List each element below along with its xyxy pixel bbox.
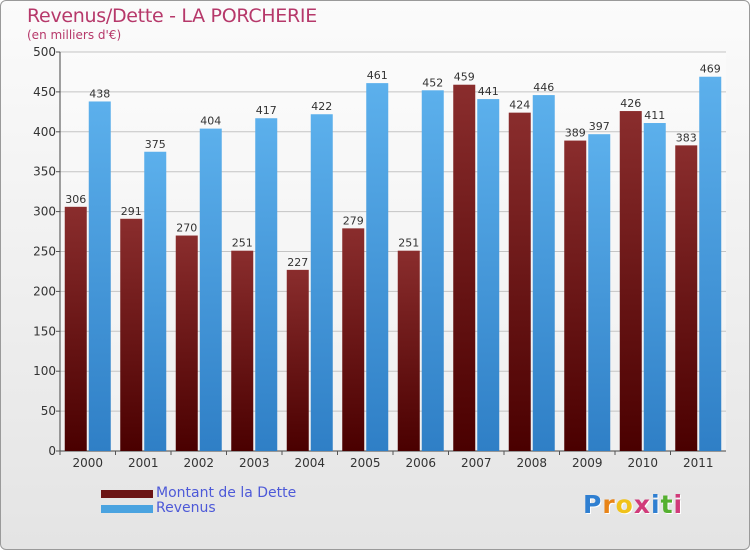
data-label: 383 [676,131,697,144]
x-tick-label: 2001 [128,456,159,470]
chart-title: Revenus/Dette - LA PORCHERIE [27,5,317,27]
bar-debt [175,235,198,451]
bar-revenue [144,151,167,451]
data-label: 227 [287,256,308,269]
bar-debt [231,250,254,451]
bar-revenue [88,101,111,451]
x-tick-label: 2002 [183,456,214,470]
y-tick-label: 250 [33,245,56,259]
bar-revenue [366,83,389,451]
logo-letter: o [615,490,634,519]
data-label: 270 [176,222,197,235]
x-tick-label: 2003 [239,456,270,470]
bar-debt [453,84,476,451]
bar-debt [64,206,87,451]
data-label: 426 [620,97,641,110]
logo-letter: r [602,490,616,519]
data-label: 441 [478,85,499,98]
y-tick-label: 100 [33,364,56,378]
bar-debt [342,228,365,451]
bar-revenue [699,76,722,451]
x-tick-label: 2010 [627,456,658,470]
logo-letter: x [633,490,651,519]
bar-debt [508,112,531,451]
x-tick-label: 2008 [516,456,547,470]
bar-debt [286,269,309,451]
data-label: 446 [533,81,554,94]
data-label: 389 [565,127,586,140]
legend-label-revenue: Revenus [156,500,216,516]
bar-revenue [477,99,500,451]
bar-revenue [199,128,222,451]
bar-revenue [643,123,666,451]
data-label: 438 [89,87,110,100]
x-tick-label: 2000 [72,456,103,470]
data-label: 291 [121,205,142,218]
data-label: 469 [700,63,721,76]
data-label: 459 [454,71,475,84]
bar-revenue [310,114,333,451]
x-tick-label: 2009 [572,456,603,470]
data-label: 279 [343,214,364,227]
y-tick-label: 300 [33,205,56,219]
data-label: 375 [145,138,166,151]
data-label: 452 [422,76,443,89]
x-tick-label: 2006 [405,456,436,470]
x-tick-label: 2004 [294,456,325,470]
bar-revenue [421,90,444,451]
data-label: 411 [644,109,665,122]
y-tick-label: 400 [33,125,56,139]
data-label: 422 [311,100,332,113]
y-tick-label: 450 [33,85,56,99]
bar-debt [397,250,420,451]
data-label: 251 [232,237,253,250]
logo-letter: i [673,490,684,519]
logo-letter: t [660,490,674,519]
y-tick-label: 150 [33,324,56,338]
data-label: 251 [398,237,419,250]
legend-swatch-debt [101,490,153,498]
bar-debt [120,218,143,451]
y-tick-label: 500 [33,45,56,59]
chart-subtitle: (en milliers d'€) [27,28,122,42]
y-tick-label: 350 [33,165,56,179]
bar-revenue [532,95,555,451]
bar-revenue [588,134,611,451]
bar-debt [619,111,642,451]
data-label: 306 [65,193,86,206]
legend-swatch-revenue [101,505,153,513]
data-label: 404 [200,115,221,128]
logo-letter: P [583,490,603,519]
x-tick-label: 2011 [683,456,714,470]
y-tick-label: 50 [41,404,56,418]
data-label: 424 [509,99,530,112]
y-tick-label: 200 [33,284,56,298]
data-label: 397 [589,120,610,133]
bar-debt [675,145,698,451]
legend-label-debt: Montant de la Dette [156,485,297,501]
data-label: 461 [367,69,388,82]
data-label: 417 [256,104,277,117]
bar-revenue [255,118,278,451]
x-tick-label: 2005 [350,456,381,470]
bar-debt [564,140,587,451]
y-tick-label: 0 [48,444,56,458]
logo-letter: i [651,490,661,519]
proxiti-logo: Proxiti [583,490,683,519]
x-tick-label: 2007 [461,456,492,470]
